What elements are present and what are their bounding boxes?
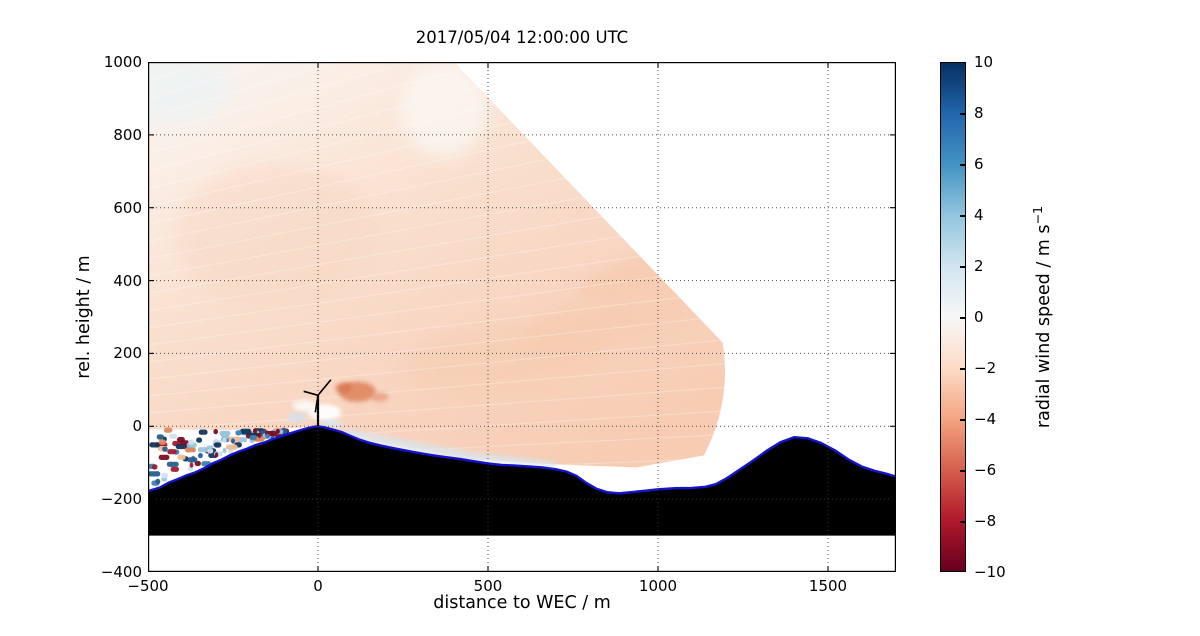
colorbar-tick-label: 10 xyxy=(974,53,994,71)
turbine-wake-pattern xyxy=(287,381,389,428)
colorbar-tick-mark xyxy=(960,266,965,268)
colorbar-tick-label: 2 xyxy=(974,257,984,275)
colorbar-tick-label: 6 xyxy=(974,155,984,173)
colorbar-tick-mark xyxy=(960,215,965,217)
colorbar-tick-label: 8 xyxy=(974,104,984,122)
colorbar-tick-mark xyxy=(960,113,965,115)
colorbar-tick-label: 4 xyxy=(974,206,984,224)
plot-area xyxy=(148,62,896,572)
colorbar-tick-label: 0 xyxy=(974,308,984,326)
colorbar xyxy=(940,62,966,572)
x-tick-label: 1500 xyxy=(808,577,848,595)
scan-intensity-patches xyxy=(148,62,725,468)
y-tick-label: 0 xyxy=(132,417,142,436)
colorbar-label: radial wind speed / m s−1 xyxy=(1030,205,1054,429)
x-axis-label: distance to WEC / m xyxy=(433,593,611,613)
colorbar-tick-mark xyxy=(960,164,965,166)
y-tick-label: −200 xyxy=(100,490,142,509)
colorbar-tick-mark xyxy=(960,368,965,370)
colorbar-tick-mark xyxy=(960,470,965,472)
noise-speckle-region xyxy=(148,427,290,486)
axes-frame xyxy=(148,62,896,572)
colorbar-tick-label: −4 xyxy=(974,410,997,428)
terrain-silhouette xyxy=(148,426,896,536)
grid-lines xyxy=(148,62,896,572)
x-tick-label: 0 xyxy=(313,577,323,595)
colorbar-tick-label: −10 xyxy=(974,563,1006,581)
colorbar-tick-label: −2 xyxy=(974,359,997,377)
y-tick-label: 600 xyxy=(113,198,142,217)
y-tick-label: 800 xyxy=(113,125,142,144)
x-tick-label: 1000 xyxy=(638,577,678,595)
y-tick-label: 400 xyxy=(113,271,142,290)
terrain-surface-line xyxy=(148,425,896,495)
y-tick-label: 1000 xyxy=(103,53,142,71)
plot-title: 2017/05/04 12:00:00 UTC xyxy=(415,28,629,47)
colorbar-tick-mark xyxy=(960,521,965,523)
x-tick-label: −500 xyxy=(127,577,169,595)
y-tick-label: 200 xyxy=(113,344,142,363)
colorbar-tick-mark xyxy=(960,317,965,319)
x-tick-label: 500 xyxy=(473,577,503,595)
colorbar-tick-label: −8 xyxy=(974,512,997,530)
lee-slope-speedup-band xyxy=(341,428,556,469)
colorbar-tick-mark xyxy=(960,419,965,421)
colorbar-tick-label: −6 xyxy=(974,461,997,479)
y-tick-label: −400 xyxy=(100,563,142,581)
